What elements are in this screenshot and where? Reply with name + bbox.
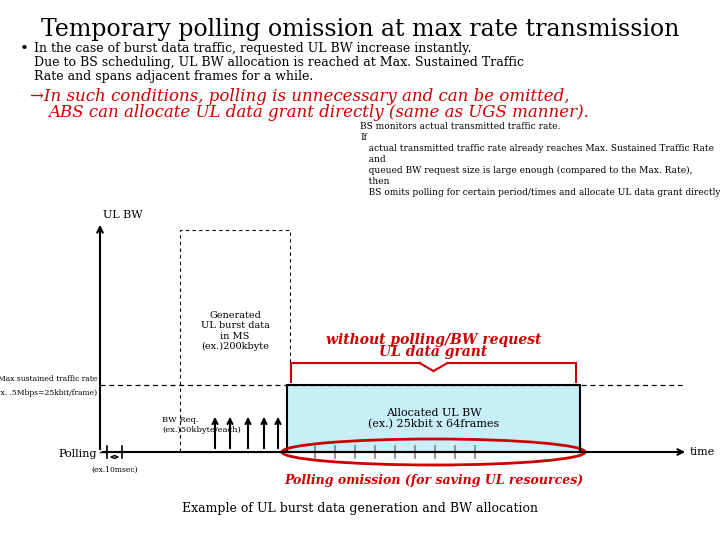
Text: (ex.10msec): (ex.10msec) bbox=[91, 466, 138, 474]
Text: Rate and spans adjacent frames for a while.: Rate and spans adjacent frames for a whi… bbox=[34, 70, 313, 83]
Text: without polling/BW request: without polling/BW request bbox=[326, 333, 541, 347]
Text: actual transmitted traffic rate already reaches Max. Sustained Traffic Rate: actual transmitted traffic rate already … bbox=[360, 144, 714, 153]
Text: Polling: Polling bbox=[58, 449, 97, 459]
Text: and: and bbox=[360, 155, 386, 164]
Text: Example of UL burst data generation and BW allocation: Example of UL burst data generation and … bbox=[182, 502, 538, 515]
Text: If: If bbox=[360, 133, 367, 142]
Text: time: time bbox=[690, 447, 715, 457]
Text: (ex. .5Mbps=25kbit/frame): (ex. .5Mbps=25kbit/frame) bbox=[0, 389, 97, 397]
Text: BW Req.: BW Req. bbox=[162, 416, 199, 424]
Text: Due to BS scheduling, UL BW allocation is reached at Max. Sustained Traffic: Due to BS scheduling, UL BW allocation i… bbox=[34, 56, 524, 69]
Text: BS monitors actual transmitted traffic rate.: BS monitors actual transmitted traffic r… bbox=[360, 122, 560, 131]
Text: queued BW request size is large enough (compared to the Max. Rate),: queued BW request size is large enough (… bbox=[360, 166, 693, 175]
Text: •: • bbox=[20, 42, 29, 56]
Bar bbox=[287, 385, 580, 452]
Text: UL BW: UL BW bbox=[103, 210, 143, 220]
Text: Temporary polling omission at max rate transmission: Temporary polling omission at max rate t… bbox=[41, 18, 679, 41]
Text: (ex.)50kbyte/each): (ex.)50kbyte/each) bbox=[162, 426, 240, 434]
Text: →In such conditions, polling is unnecessary and can be omitted,: →In such conditions, polling is unnecess… bbox=[30, 88, 570, 105]
Text: Allocated UL BW
(ex.) 25kbit x 64frames: Allocated UL BW (ex.) 25kbit x 64frames bbox=[368, 408, 499, 429]
Bar bbox=[180, 230, 290, 452]
Text: Polling omission (for saving UL resources): Polling omission (for saving UL resource… bbox=[284, 474, 583, 487]
Text: Generated
UL burst data
in MS
(ex.)200kbyte: Generated UL burst data in MS (ex.)200kb… bbox=[201, 311, 269, 351]
Text: then: then bbox=[360, 177, 390, 186]
Text: Max sustained traffic rate: Max sustained traffic rate bbox=[0, 375, 97, 383]
Text: UL data grant: UL data grant bbox=[379, 345, 487, 359]
Text: In the case of burst data traffic, requested UL BW increase instantly.: In the case of burst data traffic, reque… bbox=[34, 42, 472, 55]
Text: ABS can allocate UL data grant directly (same as UGS manner).: ABS can allocate UL data grant directly … bbox=[48, 104, 589, 121]
Text: BS omits polling for certain period/times and allocate UL data grant directly.: BS omits polling for certain period/time… bbox=[360, 188, 720, 197]
